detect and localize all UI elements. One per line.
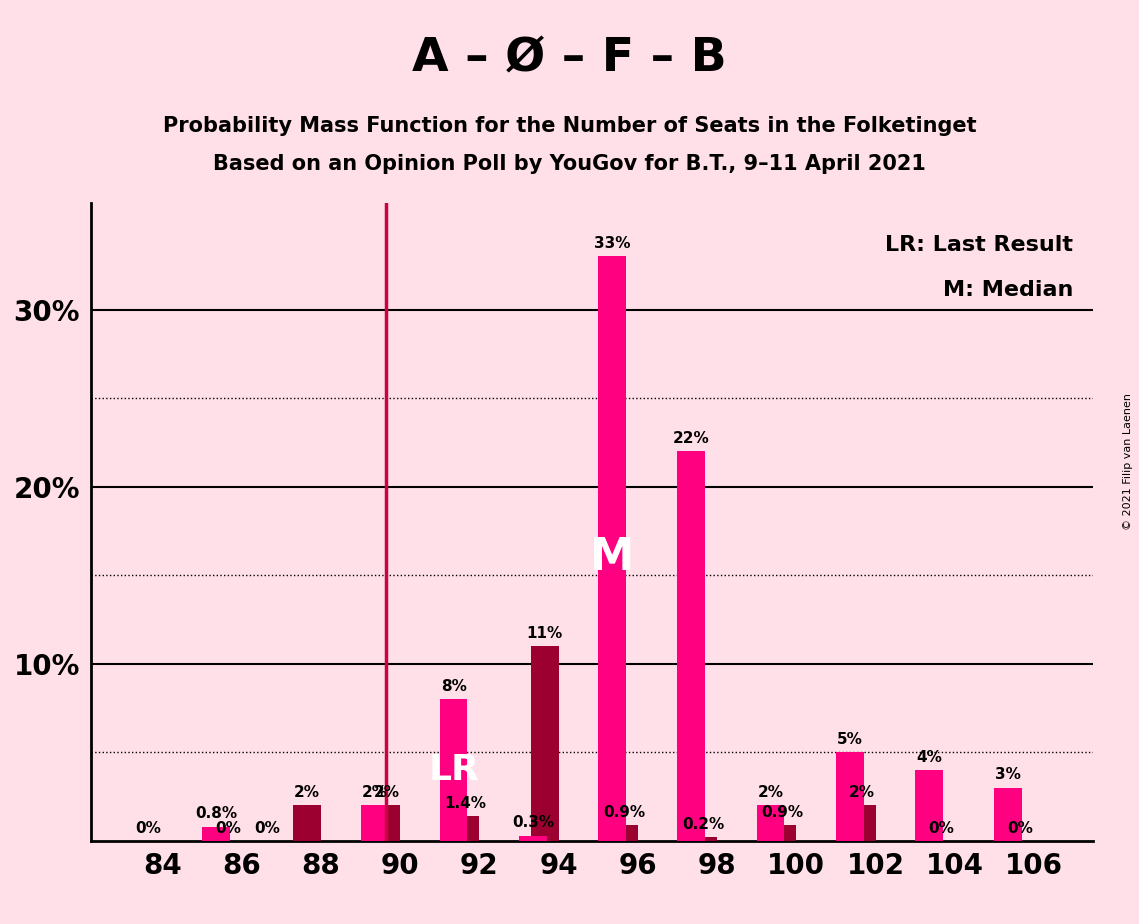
Text: M: Median: M: Median bbox=[943, 280, 1073, 299]
Bar bbox=[678, 451, 705, 841]
Text: 0%: 0% bbox=[254, 821, 280, 835]
Text: 0%: 0% bbox=[1007, 821, 1033, 835]
Bar bbox=[611, 825, 638, 841]
Bar bbox=[531, 646, 558, 841]
Bar bbox=[756, 806, 785, 841]
Bar bbox=[915, 770, 943, 841]
Text: 5%: 5% bbox=[837, 732, 862, 747]
Text: 4%: 4% bbox=[916, 749, 942, 765]
Text: 0%: 0% bbox=[215, 821, 240, 835]
Bar bbox=[372, 806, 400, 841]
Text: 8%: 8% bbox=[441, 679, 467, 694]
Bar bbox=[519, 835, 547, 841]
Text: 1.4%: 1.4% bbox=[444, 796, 486, 810]
Text: 0.8%: 0.8% bbox=[195, 807, 237, 821]
Bar bbox=[994, 787, 1022, 841]
Text: 2%: 2% bbox=[361, 785, 387, 800]
Text: 11%: 11% bbox=[526, 626, 563, 640]
Text: LR: LR bbox=[428, 753, 480, 787]
Text: 2%: 2% bbox=[849, 785, 875, 800]
Text: 33%: 33% bbox=[593, 237, 630, 251]
Text: 0.9%: 0.9% bbox=[761, 805, 803, 820]
Text: 0%: 0% bbox=[928, 821, 953, 835]
Bar bbox=[847, 806, 876, 841]
Bar bbox=[293, 806, 321, 841]
Text: LR: Last Result: LR: Last Result bbox=[885, 236, 1073, 255]
Text: 22%: 22% bbox=[673, 431, 710, 446]
Text: 3%: 3% bbox=[995, 768, 1022, 783]
Text: © 2021 Filip van Laenen: © 2021 Filip van Laenen bbox=[1123, 394, 1133, 530]
Text: 2%: 2% bbox=[757, 785, 784, 800]
Bar bbox=[769, 825, 796, 841]
Bar bbox=[689, 837, 718, 841]
Text: 2%: 2% bbox=[374, 785, 400, 800]
Text: 0.2%: 0.2% bbox=[682, 817, 724, 832]
Bar bbox=[598, 256, 626, 841]
Text: 0.9%: 0.9% bbox=[603, 805, 645, 820]
Text: Based on an Opinion Poll by YouGov for B.T., 9–11 April 2021: Based on an Opinion Poll by YouGov for B… bbox=[213, 154, 926, 175]
Text: Probability Mass Function for the Number of Seats in the Folketinget: Probability Mass Function for the Number… bbox=[163, 116, 976, 136]
Text: A – Ø – F – B: A – Ø – F – B bbox=[412, 37, 727, 82]
Text: 0%: 0% bbox=[136, 821, 162, 835]
Text: M: M bbox=[590, 536, 634, 579]
Bar bbox=[440, 699, 467, 841]
Bar bbox=[836, 752, 863, 841]
Text: 0.3%: 0.3% bbox=[511, 815, 554, 831]
Bar bbox=[361, 806, 388, 841]
Bar bbox=[452, 816, 480, 841]
Text: 2%: 2% bbox=[294, 785, 320, 800]
Bar bbox=[202, 827, 230, 841]
